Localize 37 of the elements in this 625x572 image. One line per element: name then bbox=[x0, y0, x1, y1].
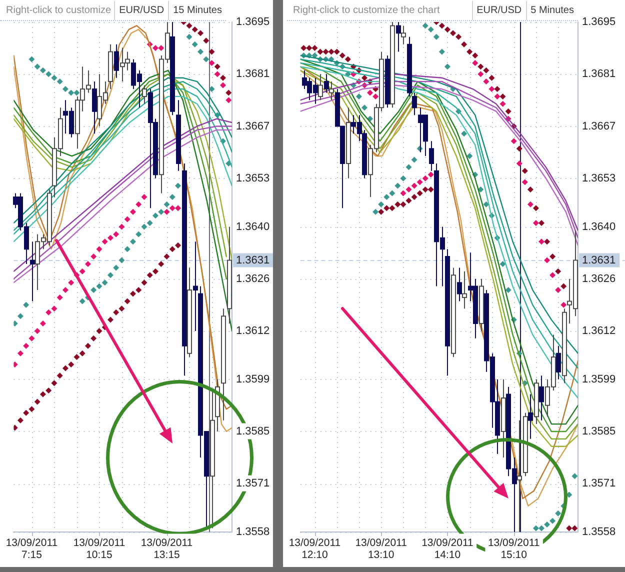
chart-subtitle: 5 Minutes bbox=[530, 4, 575, 16]
x-tick-label: 13/09/2011 10:15 bbox=[73, 536, 126, 562]
y-tick-label: 1.3653 bbox=[582, 172, 616, 184]
y-tick-label: 1.3653 bbox=[236, 172, 270, 184]
y-tick-label: 1.3667 bbox=[236, 120, 270, 132]
x-tick-label: 13/09/2011 12:10 bbox=[288, 536, 341, 562]
y-tick-label: 1.3640 bbox=[236, 220, 270, 233]
y-tick-label: 1.3571 bbox=[236, 478, 270, 490]
x-tick-label: 13/09/2011 7:15 bbox=[6, 536, 58, 562]
y-tick-label: 1.3585 bbox=[582, 426, 616, 438]
y-tick-label: 1.3681 bbox=[236, 68, 270, 80]
text: Right-click to customize bbox=[5, 4, 112, 16]
y-tick-label: 1.3585 bbox=[236, 426, 270, 438]
text: Right-click to customize the chart bbox=[292, 4, 441, 16]
ref-line-label: 1.3631 bbox=[582, 254, 616, 266]
y-tick-label: 1.3695 bbox=[582, 16, 616, 28]
chart-title: EUR/USD bbox=[118, 4, 166, 16]
y-tick-label: 1.3558 bbox=[236, 526, 270, 538]
y-tick-label: 1.3667 bbox=[582, 120, 616, 132]
y-tick-label: 1.3626 bbox=[236, 272, 270, 285]
y-tick-label: 1.3695 bbox=[236, 16, 270, 28]
x-tick-label: 13/09/2011 15:10 bbox=[488, 536, 540, 562]
y-tick-label: 1.3612 bbox=[236, 325, 270, 338]
y-tick-label: 1.3599 bbox=[582, 373, 616, 386]
x-tick-label: 13/09/2011 13:15 bbox=[140, 536, 193, 562]
chart-subtitle: 15 Minutes bbox=[172, 4, 223, 16]
y-tick-label: 1.3681 bbox=[582, 68, 616, 80]
x-tick-label: 13/09/2011 14:10 bbox=[422, 536, 474, 562]
y-tick-label: 1.3612 bbox=[582, 325, 616, 338]
y-tick-label: 1.3626 bbox=[582, 272, 616, 285]
y-tick-label: 1.3599 bbox=[236, 373, 270, 386]
y-tick-label: 1.3640 bbox=[582, 220, 616, 233]
y-tick-label: 1.3558 bbox=[582, 526, 616, 538]
ref-line-label: 1.3631 bbox=[236, 254, 270, 266]
chart-title: EUR/USD bbox=[476, 4, 523, 16]
x-tick-label: 13/09/2011 13:10 bbox=[355, 536, 408, 562]
y-tick-label: 1.3571 bbox=[582, 478, 616, 490]
